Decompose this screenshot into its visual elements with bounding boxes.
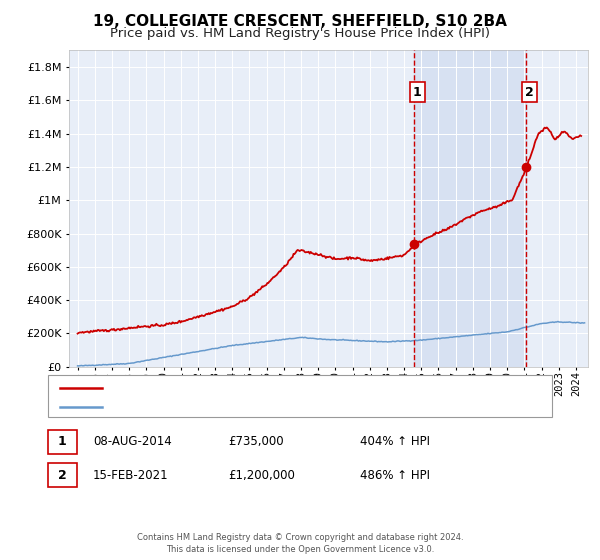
- Text: 15-FEB-2021: 15-FEB-2021: [93, 469, 169, 482]
- Text: 19, COLLEGIATE CRESCENT, SHEFFIELD, S10 2BA: 19, COLLEGIATE CRESCENT, SHEFFIELD, S10 …: [93, 14, 507, 29]
- Text: 404% ↑ HPI: 404% ↑ HPI: [360, 435, 430, 448]
- Text: 486% ↑ HPI: 486% ↑ HPI: [360, 469, 430, 482]
- Bar: [415, 50, 526, 367]
- Text: 2: 2: [58, 469, 67, 482]
- Text: 08-AUG-2014: 08-AUG-2014: [93, 435, 172, 448]
- Text: £735,000: £735,000: [228, 435, 284, 448]
- Text: HPI: Average price, semi-detached house, Sheffield: HPI: Average price, semi-detached house,…: [108, 402, 389, 412]
- Text: 19, COLLEGIATE CRESCENT, SHEFFIELD, S10 2BA (semi-detached house): 19, COLLEGIATE CRESCENT, SHEFFIELD, S10 …: [108, 383, 506, 393]
- Text: 2: 2: [524, 86, 533, 99]
- Text: 1: 1: [58, 435, 67, 448]
- Text: £1,200,000: £1,200,000: [228, 469, 295, 482]
- Text: Price paid vs. HM Land Registry's House Price Index (HPI): Price paid vs. HM Land Registry's House …: [110, 27, 490, 40]
- Text: Contains HM Land Registry data © Crown copyright and database right 2024.
This d: Contains HM Land Registry data © Crown c…: [137, 533, 463, 554]
- Text: 1: 1: [413, 86, 421, 99]
